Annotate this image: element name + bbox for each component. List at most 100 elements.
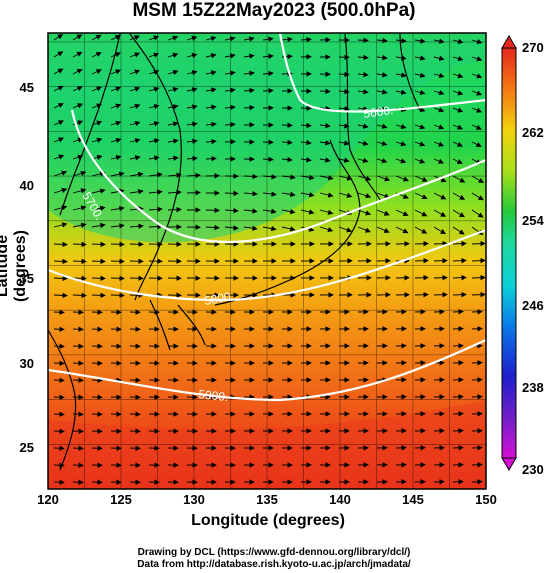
wind-arrow xyxy=(167,172,182,178)
wind-arrow xyxy=(110,137,122,144)
wind-arrow xyxy=(433,38,445,44)
wind-arrow xyxy=(281,139,293,146)
wind-arrow xyxy=(91,69,102,75)
wind-arrow xyxy=(338,192,353,198)
wind-arrow xyxy=(186,52,198,59)
wind-arrow xyxy=(300,209,315,215)
wind-arrow xyxy=(471,56,483,62)
wind-arrow xyxy=(91,222,106,229)
wind-arrow xyxy=(357,175,372,182)
wind-arrow xyxy=(53,170,68,177)
wind-arrow xyxy=(376,123,388,129)
wind-arrow xyxy=(205,35,217,42)
wind-arrow xyxy=(414,226,428,234)
wind-arrow xyxy=(167,35,179,41)
wind-arrow xyxy=(338,123,350,129)
wind-arrow xyxy=(91,52,102,58)
wind-arrow xyxy=(243,87,255,94)
wind-arrow xyxy=(148,103,160,110)
wind-arrow xyxy=(72,188,87,194)
wind-arrow xyxy=(395,226,409,234)
wind-arrow xyxy=(224,70,236,76)
wind-arrow xyxy=(319,175,334,181)
wind-arrow xyxy=(357,123,369,129)
wind-arrow xyxy=(357,106,369,112)
wind-arrow xyxy=(414,55,426,61)
wind-arrow xyxy=(224,190,239,197)
wind-arrow xyxy=(452,141,463,147)
wind-arrow xyxy=(452,124,464,130)
wind-arrow xyxy=(471,73,483,79)
wind-arrow xyxy=(205,138,217,145)
wind-arrow xyxy=(281,191,296,198)
wind-arrow xyxy=(395,175,409,182)
wind-arrow xyxy=(338,175,353,181)
wind-arrow xyxy=(433,55,445,61)
wind-arrow xyxy=(167,52,179,58)
wind-arrow xyxy=(72,86,83,92)
contour-label-5800: 5800. xyxy=(203,289,235,308)
colorbar-tick-label: 254 xyxy=(522,213,544,228)
wind-arrow xyxy=(376,72,388,78)
wind-arrow xyxy=(110,188,125,195)
wind-arrow xyxy=(186,155,198,162)
wind-arrow xyxy=(53,51,64,58)
y-tick-label: 30 xyxy=(19,356,34,371)
wind-arrow xyxy=(414,72,426,78)
wind-arrow xyxy=(243,36,255,42)
wind-arrow xyxy=(243,191,258,197)
wind-arrow xyxy=(110,205,125,212)
wind-arrow xyxy=(186,138,198,145)
wind-arrow xyxy=(148,52,160,58)
wind-arrow xyxy=(300,122,312,129)
wind-arrow xyxy=(167,138,179,144)
wind-arrow xyxy=(414,124,426,130)
wind-arrow xyxy=(452,90,464,96)
wind-arrow xyxy=(186,172,201,179)
wind-arrow xyxy=(376,192,391,199)
wind-arrow xyxy=(300,174,315,181)
wind-arrow xyxy=(452,257,467,264)
wind-arrow xyxy=(452,240,467,247)
wind-arrow xyxy=(129,120,141,127)
wind-arrow xyxy=(205,70,217,76)
wind-arrow xyxy=(205,121,217,128)
wind-arrow xyxy=(338,140,350,146)
wind-arrow xyxy=(262,191,277,197)
wind-arrow xyxy=(395,123,407,130)
wind-arrow xyxy=(129,171,144,178)
wind-arrow xyxy=(452,175,466,183)
y-tick-label: 45 xyxy=(19,80,34,95)
wind-arrow xyxy=(471,141,482,147)
wind-arrow xyxy=(357,157,369,164)
wind-arrow xyxy=(452,291,467,298)
wind-arrow xyxy=(186,87,198,93)
wind-arrow xyxy=(357,192,372,199)
wind-arrow xyxy=(452,158,463,164)
wind-arrow xyxy=(186,121,198,127)
x-axis-label: Longitude (degrees) xyxy=(191,512,345,529)
wind-arrow xyxy=(414,141,426,147)
wind-arrow xyxy=(224,207,239,214)
wind-arrow xyxy=(91,188,106,194)
wind-arrow xyxy=(376,54,388,61)
wind-arrow xyxy=(357,71,369,78)
wind-arrow xyxy=(53,241,68,248)
wind-arrow xyxy=(433,107,445,113)
wind-arrow xyxy=(186,70,198,76)
wind-arrow xyxy=(414,209,428,217)
wind-arrow xyxy=(224,104,236,111)
wind-arrow xyxy=(452,209,465,218)
wind-arrow xyxy=(471,124,482,130)
wind-arrow xyxy=(319,192,334,198)
wind-arrow xyxy=(471,257,486,264)
wind-arrow xyxy=(148,172,163,178)
wind-arrow xyxy=(395,55,407,61)
wind-arrow xyxy=(376,209,390,216)
y-tick-label: 25 xyxy=(19,440,34,455)
wind-arrow xyxy=(224,225,239,231)
wind-arrow xyxy=(433,192,447,200)
wind-arrow xyxy=(72,34,83,41)
wind-arrow xyxy=(205,53,217,59)
wind-arrow xyxy=(148,189,163,195)
